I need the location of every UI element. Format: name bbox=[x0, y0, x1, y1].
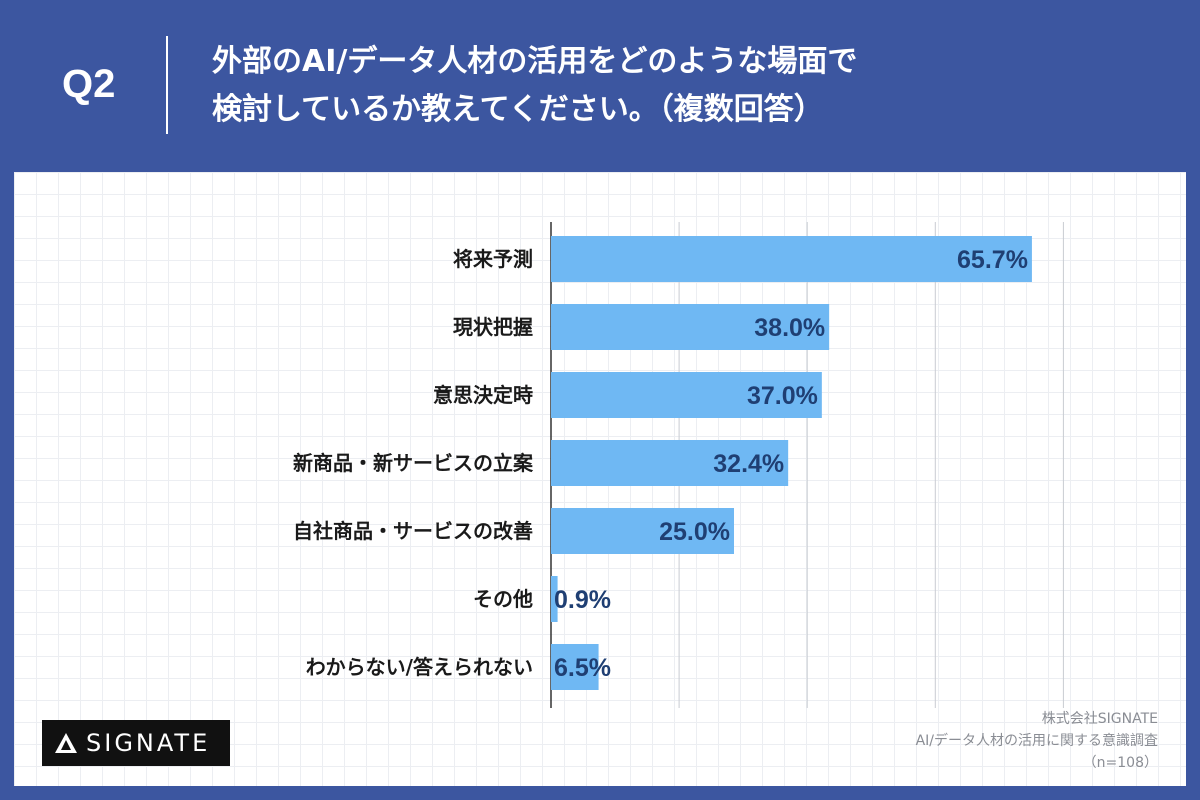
question-title-line2: 検討しているか教えてください。（複数回答） bbox=[212, 92, 824, 127]
category-label: 新商品・新サービスの立案 bbox=[293, 451, 534, 475]
value-label: 0.9% bbox=[554, 586, 611, 614]
question-title: 外部のAI/データ人材の活用をどのような場面で 検討しているか教えてください。（… bbox=[212, 38, 1172, 134]
value-label: 6.5% bbox=[554, 654, 611, 682]
category-label: 現状把握 bbox=[453, 315, 533, 339]
value-label: 65.7% bbox=[957, 246, 1028, 274]
source-company: 株式会社SIGNATE bbox=[1041, 711, 1158, 727]
value-label: 38.0% bbox=[754, 314, 825, 342]
logo-triangle-icon bbox=[55, 733, 77, 753]
bar bbox=[551, 440, 789, 486]
chart-panel: 将来予測 65.7% 現状把握 38.0% 意思決定時 37.0% 新商品・新サービスの立案… bbox=[14, 172, 1186, 786]
header-divider bbox=[166, 36, 168, 134]
header: Q2 外部のAI/データ人材の活用をどのような場面で 検討しているか教えてくださ… bbox=[0, 0, 1200, 172]
question-number: Q2 bbox=[62, 62, 116, 106]
bar bbox=[551, 576, 558, 622]
value-label: 32.4% bbox=[713, 450, 784, 478]
category-label: わからない/答えられない bbox=[306, 655, 533, 679]
category-label: 意思決定時 bbox=[433, 383, 533, 407]
source-note: 株式会社SIGNATE AI/データ人材の活用に関する意識調査 （n=108） bbox=[916, 708, 1158, 774]
question-title-line1: 外部のAI/データ人材の活用をどのような場面で bbox=[212, 44, 858, 79]
value-label: 37.0% bbox=[747, 382, 818, 410]
logo-text: SIGNATE bbox=[86, 729, 211, 757]
bar bbox=[551, 304, 830, 350]
category-label: その他 bbox=[473, 587, 533, 611]
source-sample: （n=108） bbox=[1082, 755, 1158, 771]
bar-chart: 将来予測 65.7% 現状把握 38.0% 意思決定時 37.0% 新商品・新サービスの立案… bbox=[293, 222, 1064, 708]
value-label: 25.0% bbox=[659, 518, 730, 546]
source-survey: AI/データ人材の活用に関する意識調査 bbox=[915, 733, 1158, 749]
bar bbox=[551, 372, 822, 418]
bar bbox=[551, 644, 599, 690]
bar bbox=[551, 236, 1032, 282]
signate-logo: SIGNATE bbox=[42, 720, 230, 766]
bar bbox=[551, 508, 734, 554]
category-label: 将来予測 bbox=[453, 247, 533, 271]
category-label: 自社商品・サービスの改善 bbox=[293, 519, 533, 543]
